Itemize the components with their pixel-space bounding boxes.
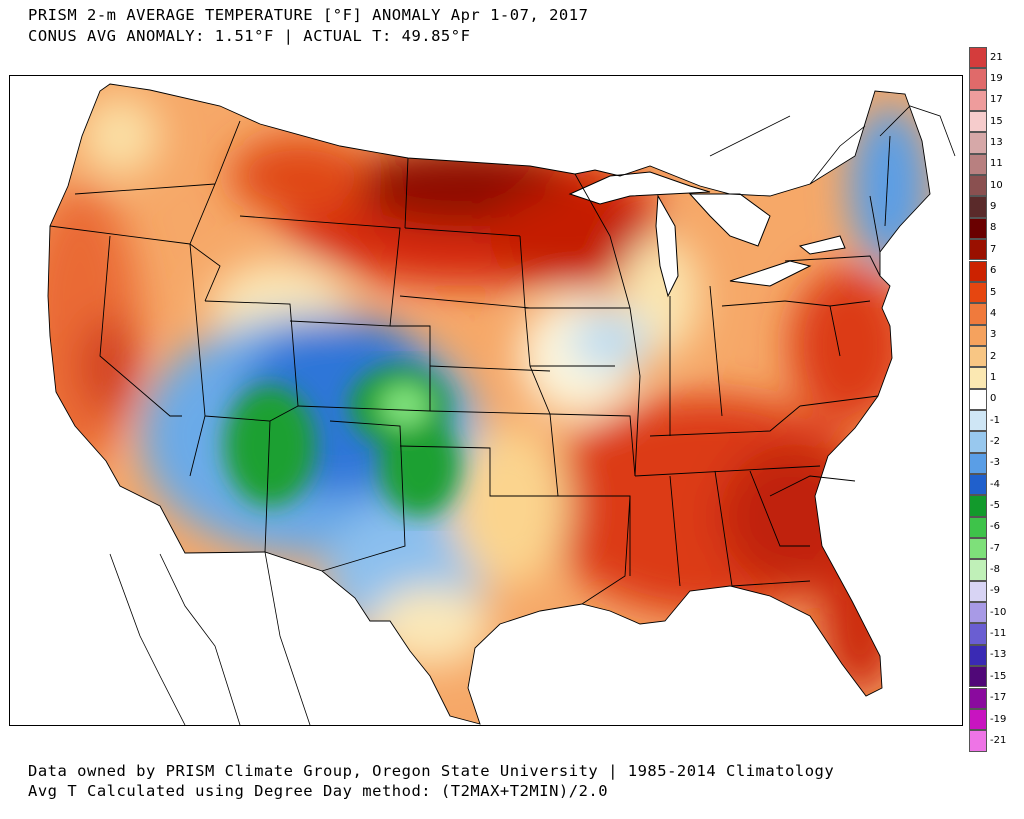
colorbar-swatch xyxy=(969,68,987,90)
colorbar-label: 7 xyxy=(990,243,997,255)
anomaly-field xyxy=(48,84,930,724)
colorbar-label: 6 xyxy=(990,265,997,277)
colorbar-swatch xyxy=(969,538,987,560)
colorbar-swatch xyxy=(969,111,987,133)
colorbar-label: 21 xyxy=(990,51,1003,63)
colorbar-swatch xyxy=(969,217,987,240)
colorbar-swatch xyxy=(969,281,987,304)
colorbar-swatch xyxy=(969,623,987,645)
colorbar-label: 8 xyxy=(990,222,997,234)
colorbar-label: -11 xyxy=(990,628,1007,640)
colorbar-label: -13 xyxy=(990,649,1007,661)
colorbar-swatch xyxy=(969,260,987,282)
neighbor-outlines xyxy=(109,105,956,725)
map-subtitle: CONUS AVG ANOMALY: 1.51°F | ACTUAL T: 49… xyxy=(28,27,471,45)
colorbar-swatch xyxy=(969,559,987,581)
colorbar-swatch xyxy=(969,153,987,176)
colorbar-label: 15 xyxy=(990,115,1003,127)
colorbar-label: -17 xyxy=(990,692,1007,704)
colorbar-label: 5 xyxy=(990,286,997,298)
colorbar-swatch xyxy=(969,452,987,474)
colorbar-swatch xyxy=(969,367,987,389)
method-note: Avg T Calculated using Degree Day method… xyxy=(28,782,609,800)
colorbar-label: -21 xyxy=(990,734,1007,746)
colorbar-swatch xyxy=(969,516,987,539)
colorbar-label: 11 xyxy=(990,158,1003,170)
colorbar-swatch xyxy=(969,388,987,410)
colorbar-label: -10 xyxy=(990,606,1007,618)
colorbar-swatch xyxy=(969,89,987,112)
colorbar-label: 0 xyxy=(990,393,997,405)
colorbar-swatch xyxy=(969,602,987,624)
colorbar-label: -3 xyxy=(990,457,1000,469)
colorbar-swatch xyxy=(969,303,987,325)
colorbar-label: -5 xyxy=(990,500,1000,512)
state-boundaries xyxy=(47,83,931,725)
colorbar-swatch xyxy=(969,431,987,453)
colorbar-label: 13 xyxy=(990,137,1003,149)
colorbar-swatch xyxy=(969,687,987,709)
colorbar-swatch xyxy=(969,345,987,368)
data-credit: Data owned by PRISM Climate Group, Orego… xyxy=(28,762,835,780)
map-panel xyxy=(9,75,963,726)
colorbar-swatch xyxy=(969,708,987,731)
colorbar-label: -1 xyxy=(990,414,1000,426)
colorbar-swatch xyxy=(969,474,987,496)
colorbar-label: 2 xyxy=(990,350,997,362)
colorbar-label: -8 xyxy=(990,564,1000,576)
colorbar-swatch xyxy=(969,324,987,346)
colorbar-label: -6 xyxy=(990,521,1000,533)
colorbar-label: 17 xyxy=(990,94,1003,106)
colorbar-swatch xyxy=(969,175,987,197)
colorbar-swatch xyxy=(969,132,987,154)
colorbar-label: 19 xyxy=(990,73,1003,85)
colorbar-label: 4 xyxy=(990,307,997,319)
colorbar-swatch xyxy=(969,580,987,603)
colorbar-swatch xyxy=(969,409,987,432)
colorbar-label: 10 xyxy=(990,179,1003,191)
colorbar-label: 9 xyxy=(990,201,997,213)
colorbar-swatch xyxy=(969,730,987,752)
colorbar-swatch xyxy=(969,495,987,517)
colorbar-label: -19 xyxy=(990,713,1007,725)
anomaly-map xyxy=(47,83,956,725)
colorbar: 21 19 17 15 13 11 10 9 8 7 6 5 4 3 2 1 0 -1 -2 -3 -4 -5 -6 -7 -8… xyxy=(969,47,1019,773)
colorbar-swatch xyxy=(969,196,987,218)
colorbar-swatch xyxy=(969,644,987,667)
colorbar-label: -2 xyxy=(990,435,1000,447)
great-lakes xyxy=(568,171,846,298)
map-title: PRISM 2-m AVERAGE TEMPERATURE [°F] ANOMA… xyxy=(28,6,589,24)
colorbar-label: 1 xyxy=(990,371,997,383)
colorbar-label: -7 xyxy=(990,542,1000,554)
colorbar-swatch xyxy=(969,47,987,69)
colorbar-label: 3 xyxy=(990,329,997,341)
colorbar-swatch xyxy=(969,666,987,688)
colorbar-label: -4 xyxy=(990,478,1000,490)
colorbar-label: -9 xyxy=(990,585,1000,597)
colorbar-swatch xyxy=(969,239,987,261)
colorbar-label: -15 xyxy=(990,670,1007,682)
